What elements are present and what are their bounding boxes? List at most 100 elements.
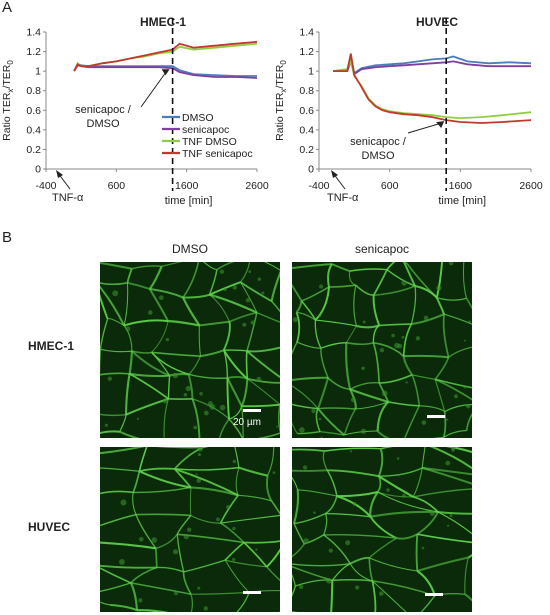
cell-border — [402, 262, 416, 287]
speckle — [112, 290, 119, 297]
y-tick-label: 0 — [308, 164, 314, 176]
cell-border — [296, 341, 321, 349]
cell-border — [323, 513, 328, 536]
cell-border — [332, 579, 373, 582]
speckle — [313, 511, 316, 514]
cell-border — [432, 436, 444, 438]
cell-border — [376, 430, 391, 438]
cell-border — [412, 467, 423, 498]
speckle — [213, 295, 217, 298]
micrograph-huvec-dmso — [100, 447, 280, 612]
y-tick-label: 0.6 — [26, 105, 41, 117]
cell-border — [411, 374, 421, 406]
speckle — [165, 337, 170, 342]
cell-border — [292, 421, 298, 434]
cell-border — [434, 378, 472, 401]
cell-border — [323, 534, 351, 565]
cell-border — [435, 262, 444, 298]
cell-border — [314, 320, 322, 349]
cell-border — [386, 262, 396, 271]
cell-border — [378, 475, 414, 498]
speckle — [391, 333, 395, 338]
cell-border — [295, 312, 301, 343]
speckle — [172, 372, 179, 379]
speckle — [148, 310, 153, 315]
row-label-hmec1: HMEC-1 — [28, 339, 75, 353]
speckle — [195, 473, 198, 476]
speckle — [446, 418, 449, 421]
cell-border — [135, 513, 191, 517]
speckle — [187, 527, 192, 532]
cell-border — [434, 357, 450, 380]
cell-border — [107, 318, 125, 326]
y-tick-label: 1.2 — [299, 46, 314, 58]
speckle — [248, 270, 252, 273]
cell-border — [240, 281, 273, 302]
cell-border — [148, 265, 163, 290]
cell-border — [437, 511, 472, 535]
speckle — [125, 326, 131, 332]
cell-border — [209, 294, 231, 322]
cell-border — [344, 430, 378, 436]
speckle — [328, 548, 333, 553]
cell-border — [149, 287, 184, 299]
x-tick-label: 2600 — [519, 180, 543, 192]
cell-border — [402, 323, 413, 357]
speckle — [250, 320, 255, 325]
annotation-arrow — [407, 122, 442, 134]
speckle — [362, 320, 366, 324]
speckle — [219, 269, 225, 274]
cell-border — [396, 533, 418, 540]
cell-border — [328, 284, 356, 288]
speckle — [193, 425, 198, 430]
cell-border — [234, 447, 240, 468]
speckle — [196, 478, 202, 483]
cell-border — [442, 411, 447, 438]
cell-border — [168, 320, 200, 327]
cell-border — [320, 342, 347, 349]
speckle — [401, 280, 407, 286]
cell-border — [263, 262, 280, 271]
speckle — [197, 447, 203, 452]
cell-border — [247, 378, 280, 406]
cell-border — [297, 430, 321, 435]
cell-border — [353, 285, 358, 327]
cell-border — [243, 541, 268, 568]
cell-border — [348, 271, 357, 286]
annotation-text: senicapoc / — [75, 104, 132, 116]
cell-border — [435, 297, 446, 315]
cell-border — [100, 601, 111, 606]
scale-bar — [243, 591, 261, 594]
cell-border — [444, 403, 472, 413]
speckle — [393, 536, 397, 540]
speckle — [199, 392, 203, 396]
col-header-dmso: DMSO — [172, 242, 208, 256]
cell-border — [100, 447, 145, 455]
speckle — [396, 457, 400, 460]
row-label-huvec: HUVEC — [28, 520, 71, 534]
cell-border — [372, 295, 381, 326]
tnf-label: TNF-α — [52, 192, 84, 204]
cell-border — [372, 269, 388, 296]
panel-b-letter: B — [2, 229, 13, 246]
cell-border — [188, 355, 202, 375]
speckle — [242, 322, 247, 327]
cell-border — [371, 580, 377, 612]
cell-border — [190, 486, 239, 497]
cell-border — [209, 293, 258, 314]
speckle — [203, 410, 209, 416]
annotation-arrow — [140, 70, 168, 108]
cell-border — [222, 321, 231, 351]
speckle — [401, 493, 406, 498]
speckle — [209, 403, 216, 410]
annotation-text: DMSO — [362, 150, 395, 162]
cell-border — [138, 470, 192, 489]
cell-border — [323, 534, 397, 539]
cell-border — [135, 514, 157, 549]
speckle — [379, 348, 385, 353]
speckle — [120, 499, 127, 506]
legend-entry: DMSO — [182, 112, 214, 124]
scale-bar — [243, 409, 261, 412]
cell-border — [336, 490, 379, 498]
cell-border — [131, 350, 152, 354]
